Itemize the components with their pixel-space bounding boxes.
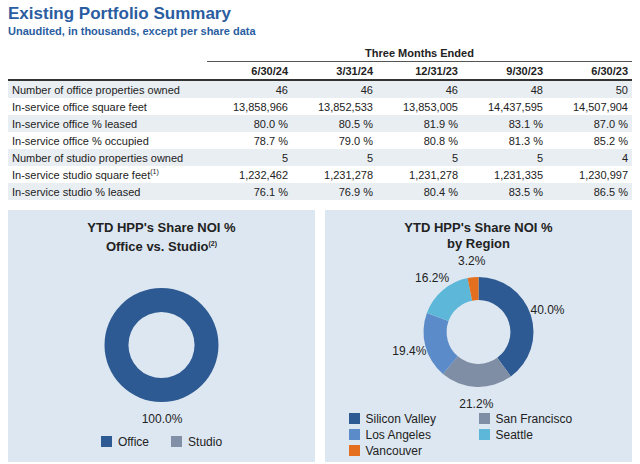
html-text:Number of office properties ow: Number of office properties owned (12, 83, 180, 96)
html-text:1,231,278: 1,231,278 (324, 168, 373, 181)
html-text:80.5 %: 80.5 % (338, 117, 373, 130)
html-text:48: 48 (530, 83, 543, 96)
html-text:Vancouver: Vancouver (365, 444, 422, 458)
html-text:1,231,335: 1,231,335 (494, 168, 543, 181)
html-text:Studio: Studio (188, 435, 223, 450)
html-text:76.9 %: 76.9 % (338, 185, 373, 198)
html-text:14,507,904: 14,507,904 (572, 100, 628, 113)
html-text:83.5 %: 83.5 % (508, 185, 543, 198)
svg-text:3.2%: 3.2% (458, 254, 486, 268)
html-text:13,853,005: 13,853,005 (402, 100, 458, 113)
html-text:In-service studio square feet(: In-service studio square feet(1) (12, 168, 159, 181)
html-text:12/31/23: 12/31/23 (415, 64, 458, 77)
html-text:5: 5 (281, 151, 288, 164)
svg-text:19.4%: 19.4% (392, 344, 426, 358)
html-text:In-service studio % leased: In-service studio % leased (12, 185, 141, 198)
html-text:5: 5 (536, 151, 543, 164)
html-text:6/30/24: 6/30/24 (251, 64, 288, 77)
html-text:76.1 %: 76.1 % (253, 185, 288, 198)
html-text:80.8 %: 80.8 % (423, 134, 458, 147)
html-text:5: 5 (366, 151, 373, 164)
html-text:87.0 %: 87.0 % (593, 117, 628, 130)
html-text:9/30/23: 9/30/23 (506, 64, 543, 77)
html-text:Existing Portfolio Summary: Existing Portfolio Summary (8, 4, 231, 23)
html-text:81.9 %: 81.9 % (423, 117, 458, 130)
html-text:13,858,966: 13,858,966 (232, 100, 288, 113)
html-text:83.1 %: 83.1 % (508, 117, 543, 130)
html-text:46: 46 (275, 83, 288, 96)
html-text:3/31/24: 3/31/24 (336, 64, 373, 77)
html-text:Seattle: Seattle (495, 428, 533, 442)
html-text:by Region: by Region (447, 236, 510, 251)
html-text:In-service office square feet: In-service office square feet (12, 100, 147, 113)
html-text:14,437,595: 14,437,595 (487, 100, 543, 113)
svg-text:16.2%: 16.2% (415, 271, 449, 285)
html-text:78.7 %: 78.7 % (253, 134, 288, 147)
html-text:San Francisco: San Francisco (495, 412, 573, 426)
html-text:5: 5 (451, 151, 458, 164)
html-text:1,232,462: 1,232,462 (239, 168, 288, 181)
html-text:YTD HPP's Share NOI %: YTD HPP's Share NOI % (87, 220, 236, 235)
html-text:Number of studio properties ow: Number of studio properties owned (12, 151, 184, 164)
html-text:86.5 %: 86.5 % (593, 185, 628, 198)
html-text:Three Months Ended: Three Months Ended (365, 46, 474, 59)
html-text:50: 50 (615, 83, 628, 96)
html-text:46: 46 (360, 83, 373, 96)
html-text:1,230,997: 1,230,997 (579, 168, 628, 181)
html-text:13,852,533: 13,852,533 (317, 100, 373, 113)
html-text:Office: Office (117, 435, 149, 450)
svg-text:100.0%: 100.0% (142, 413, 183, 427)
html-text:80.0 %: 80.0 % (253, 117, 288, 130)
html-text:(2): (2) (208, 240, 218, 247)
html-text:Silicon Valley: Silicon Valley (365, 412, 436, 426)
html-text:6/30/23: 6/30/23 (591, 64, 628, 77)
html-text:85.2 %: 85.2 % (593, 134, 628, 147)
html-text:YTD HPP's Share NOI %: YTD HPP's Share NOI % (404, 220, 553, 235)
html-text:1,231,278: 1,231,278 (409, 168, 458, 181)
svg-text:21.2%: 21.2% (459, 397, 493, 411)
svg-text:40.0%: 40.0% (530, 303, 564, 317)
html-text:In-service office % occupied: In-service office % occupied (12, 134, 149, 147)
html-text:81.3 %: 81.3 % (508, 134, 543, 147)
html-text:4: 4 (621, 151, 628, 164)
html-text:Office vs. Studio: Office vs. Studio (105, 239, 209, 255)
html-text:Unaudited, in thousands, excep: Unaudited, in thousands, except per shar… (8, 25, 256, 37)
html-text:In-service office % leased: In-service office % leased (12, 117, 138, 130)
html-text:46: 46 (445, 83, 458, 96)
html-text:79.0 %: 79.0 % (338, 134, 373, 147)
html-text:80.4 %: 80.4 % (423, 185, 458, 198)
html-text:Los Angeles: Los Angeles (365, 428, 431, 442)
